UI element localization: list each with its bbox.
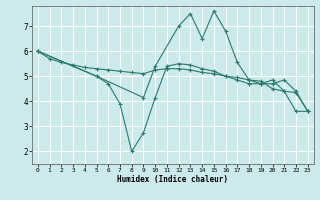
X-axis label: Humidex (Indice chaleur): Humidex (Indice chaleur) bbox=[117, 175, 228, 184]
